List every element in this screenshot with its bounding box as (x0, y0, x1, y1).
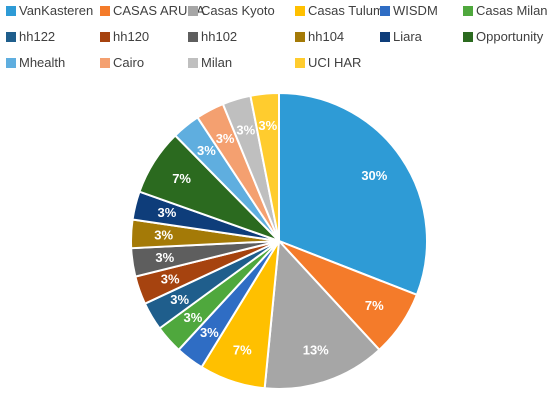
data-label-hh102: 3% (155, 250, 174, 265)
legend-label: hh122 (19, 29, 56, 44)
data-label-hh120: 3% (161, 272, 180, 287)
data-label-opportunity: 7% (172, 171, 191, 186)
data-label-vankasteren: 30% (361, 168, 387, 183)
legend-label: hh102 (201, 29, 238, 44)
legend-item-casas-aruba: CASAS ARUBA (100, 4, 205, 18)
legend-item-mhealth: Mhealth (6, 56, 65, 70)
pie-slice-casas-kyoto (263, 238, 381, 390)
data-label-cairo: 3% (216, 131, 235, 146)
data-label-casas-kyoto: 13% (303, 342, 329, 357)
legend-label: VanKasteren (19, 3, 94, 18)
legend-swatch (6, 6, 16, 16)
legend-label: CASAS ARUBA (113, 3, 205, 18)
data-label-casas-milan: 3% (183, 310, 202, 325)
data-label-mhealth: 3% (197, 143, 216, 158)
legend-label: WISDM (393, 3, 438, 18)
legend-item-uci-har: UCI HAR (295, 56, 361, 70)
legend-item-hh120: hh120 (100, 30, 149, 44)
legend-label: Mhealth (19, 55, 66, 70)
legend-label: hh104 (308, 29, 345, 44)
data-label-hh104: 3% (154, 227, 173, 242)
legend-label: Opportunity (476, 29, 544, 44)
legend-item-vankasteren: VanKasteren (6, 4, 93, 18)
legend-label: hh120 (113, 29, 150, 44)
legend-swatch (380, 6, 390, 16)
legend-item-opportunity: Opportunity (463, 30, 543, 44)
legend-item-casas-milan: Casas Milan (463, 4, 548, 18)
data-label-wisdm: 3% (200, 325, 219, 340)
data-label-uci-har: 3% (258, 118, 277, 133)
legend-swatch (380, 32, 390, 42)
legend-item-hh102: hh102 (188, 30, 237, 44)
legend-item-cairo: Cairo (100, 56, 144, 70)
legend-label: Casas Milan (476, 3, 548, 18)
legend-swatch (100, 58, 110, 68)
legend-swatch (295, 32, 305, 42)
legend-label: Milan (201, 55, 233, 70)
legend-label: UCI HAR (308, 55, 362, 70)
legend-swatch (100, 6, 110, 16)
pie-slice-uci-har (249, 91, 280, 242)
legend-swatch (463, 32, 473, 42)
legend-item-milan: Milan (188, 56, 232, 70)
legend-swatch (188, 32, 198, 42)
legend-label: Cairo (113, 55, 145, 70)
legend-swatch (100, 32, 110, 42)
data-label-casas-tulum: 7% (233, 342, 252, 357)
legend-label: Liara (393, 29, 422, 44)
legend-label: Casas Kyoto (201, 3, 275, 18)
legend-item-hh104: hh104 (295, 30, 344, 44)
legend-swatch (295, 58, 305, 68)
legend-item-casas-kyoto: Casas Kyoto (188, 4, 275, 18)
legend-label: Casas Tulum (308, 3, 384, 18)
pie-slice-vankasteren (278, 91, 428, 297)
legend-swatch (6, 58, 16, 68)
legend-item-hh122: hh122 (6, 30, 55, 44)
legend-item-casas-tulum: Casas Tulum (295, 4, 384, 18)
legend-swatch (463, 6, 473, 16)
legend-swatch (188, 58, 198, 68)
legend-item-liara: Liara (380, 30, 422, 44)
legend-swatch (6, 32, 16, 42)
data-label-milan: 3% (236, 122, 255, 137)
legend-swatch (188, 6, 198, 16)
data-label-liara: 3% (158, 205, 177, 220)
data-label-hh122: 3% (170, 292, 189, 307)
legend-swatch (295, 6, 305, 16)
data-label-casas-aruba: 7% (365, 298, 384, 313)
legend-item-wisdm: WISDM (380, 4, 438, 18)
